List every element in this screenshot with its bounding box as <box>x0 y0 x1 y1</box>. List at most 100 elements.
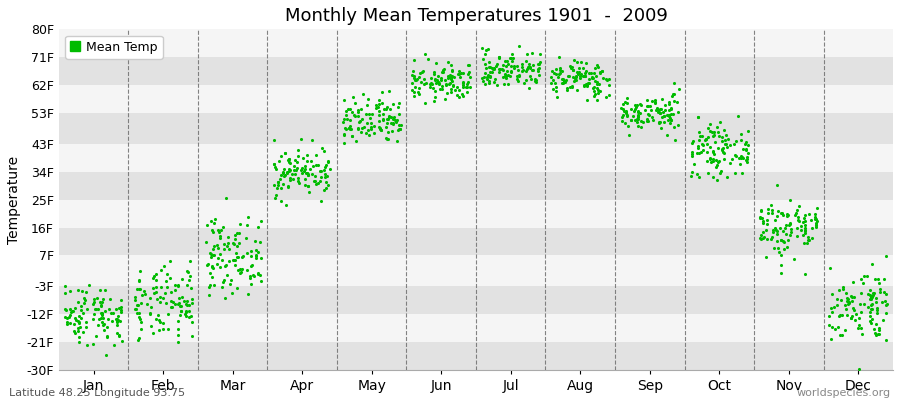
Point <box>770 227 784 234</box>
Point <box>684 151 698 158</box>
Point <box>630 102 644 108</box>
Point <box>715 146 729 152</box>
Point <box>528 76 543 82</box>
Point <box>627 117 642 123</box>
Point <box>735 155 750 162</box>
Point <box>716 156 731 162</box>
Point <box>89 306 104 312</box>
Point <box>339 126 354 132</box>
Point <box>290 165 304 172</box>
Point <box>251 270 266 277</box>
Point <box>670 108 685 115</box>
Point <box>686 137 700 144</box>
Point <box>430 77 445 84</box>
Point <box>436 67 450 74</box>
Point <box>301 170 315 176</box>
Point <box>449 84 464 90</box>
Point <box>282 155 296 162</box>
Point <box>146 275 160 282</box>
Point <box>565 83 580 90</box>
Point <box>464 84 478 90</box>
Point <box>528 78 543 84</box>
Point <box>392 126 407 132</box>
Point <box>244 263 258 269</box>
Point <box>492 66 507 72</box>
Point <box>667 80 681 86</box>
Point <box>691 114 706 120</box>
Point <box>703 121 717 127</box>
Point <box>619 109 634 116</box>
Point <box>95 314 110 321</box>
Point <box>227 241 241 247</box>
Point <box>337 140 351 146</box>
Point <box>701 125 716 132</box>
Text: Latitude 48.25 Longitude 93.75: Latitude 48.25 Longitude 93.75 <box>9 388 185 398</box>
Point <box>226 257 240 263</box>
Point <box>384 120 399 126</box>
Point <box>475 75 490 81</box>
Point <box>631 109 645 115</box>
Point <box>783 232 797 239</box>
Point <box>343 122 357 129</box>
Point <box>431 80 446 87</box>
Point <box>133 286 148 292</box>
Point <box>774 210 788 216</box>
Point <box>304 137 319 143</box>
Point <box>302 166 317 172</box>
Point <box>411 89 426 96</box>
Point <box>766 229 780 236</box>
Point <box>863 287 878 294</box>
Point <box>181 269 195 276</box>
Point <box>381 136 395 142</box>
Point <box>362 111 376 117</box>
Point <box>652 110 667 116</box>
Point <box>278 202 293 208</box>
Point <box>486 66 500 72</box>
Point <box>59 315 74 321</box>
Point <box>443 72 457 78</box>
Point <box>428 76 443 83</box>
Point <box>63 312 77 318</box>
Point <box>380 104 394 110</box>
Point <box>840 295 854 301</box>
Point <box>830 302 844 308</box>
Point <box>652 119 667 126</box>
Point <box>872 326 886 333</box>
Point <box>283 177 297 183</box>
Point <box>375 110 390 117</box>
Point <box>626 113 640 120</box>
Point <box>268 192 283 198</box>
Point <box>526 67 541 73</box>
Point <box>869 307 884 314</box>
Point <box>703 154 717 161</box>
Point <box>484 69 499 76</box>
Point <box>253 272 267 278</box>
Point <box>446 74 461 80</box>
Point <box>372 107 386 114</box>
Point <box>779 230 794 237</box>
Point <box>163 257 177 264</box>
Point <box>455 80 470 86</box>
Point <box>788 212 802 218</box>
Point <box>184 296 199 302</box>
Point <box>693 133 707 139</box>
Point <box>734 160 748 167</box>
Point <box>228 262 242 268</box>
Point <box>562 73 576 80</box>
Point <box>716 127 731 134</box>
Point <box>415 69 429 75</box>
Point <box>143 310 157 316</box>
Point <box>602 92 616 98</box>
Point <box>110 317 124 324</box>
Point <box>113 303 128 310</box>
Point <box>436 66 451 72</box>
Point <box>88 333 103 340</box>
Point <box>581 70 596 77</box>
Point <box>671 86 686 92</box>
Point <box>489 63 503 69</box>
Point <box>791 216 806 223</box>
Point <box>166 299 180 305</box>
Point <box>590 90 605 96</box>
Point <box>545 67 560 74</box>
Point <box>352 119 366 125</box>
